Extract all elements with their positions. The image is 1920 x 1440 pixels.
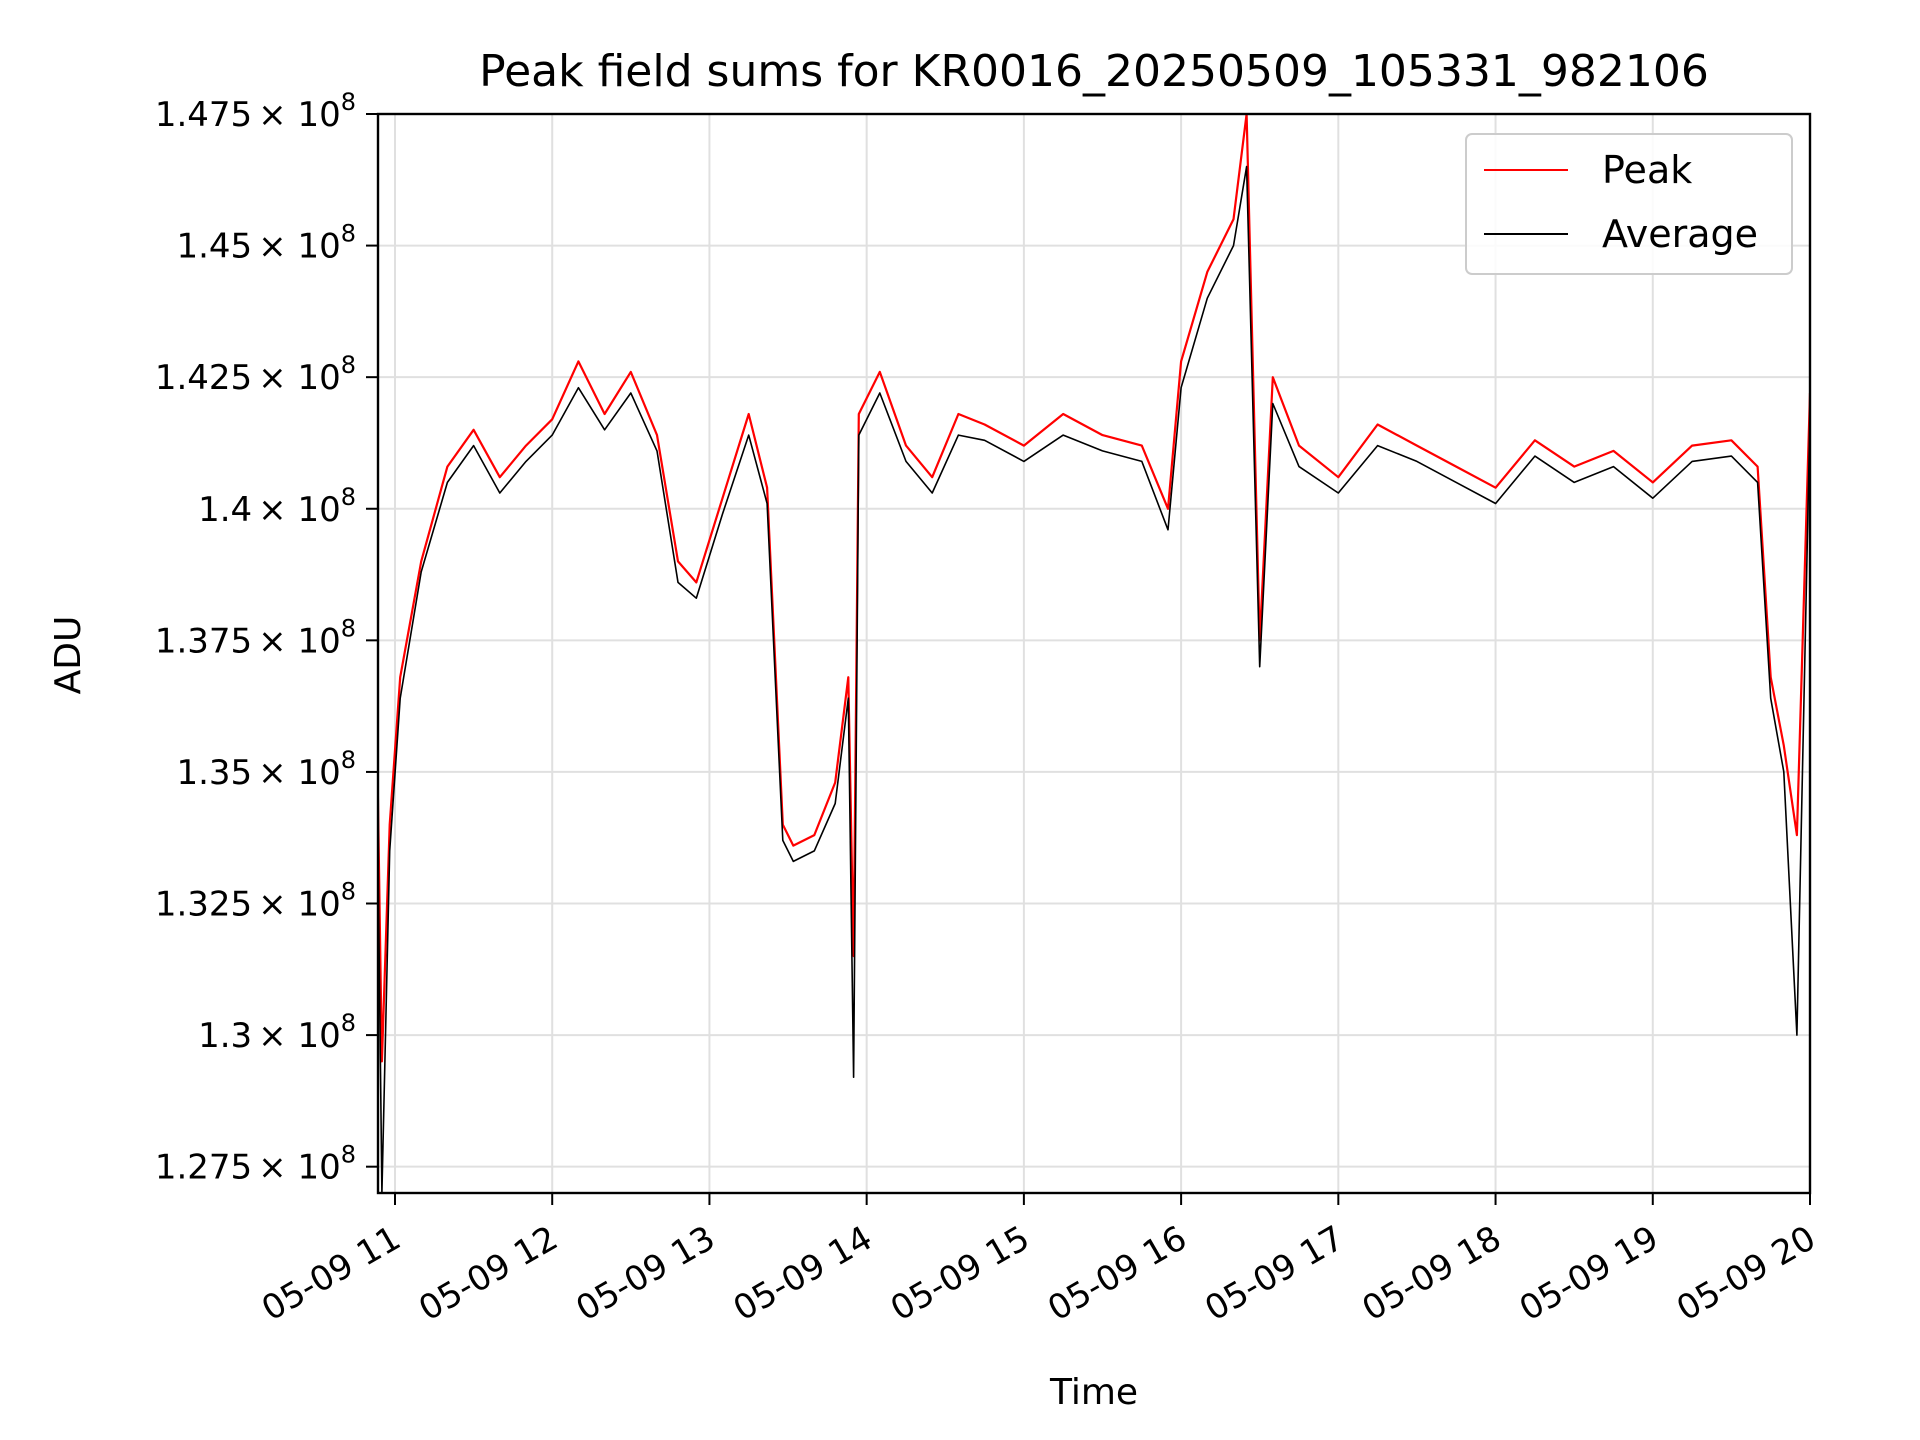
y-tick-mantissa: 1.35 (176, 753, 252, 793)
y-tick-mantissa: 1.475 (155, 95, 252, 135)
y-tick-mantissa: 1.275 (155, 1148, 252, 1188)
y-tick-mantissa: 1.375 (155, 621, 252, 661)
y-tick-exponent: 8 (341, 1009, 356, 1037)
x-axis-label: Time (1049, 1372, 1138, 1413)
y-tick-exponent: 8 (341, 220, 356, 248)
series-line-peak (378, 114, 1810, 1063)
chart-title: Peak field sums for KR0016_20250509_1053… (479, 46, 1709, 97)
series-layer (378, 114, 1810, 1193)
y-tick-multiplier: × 10 (258, 358, 341, 398)
y-tick-label: 1.475 × 108 (155, 88, 356, 135)
y-tick-exponent: 8 (341, 614, 356, 642)
y-tick-multiplier: × 10 (258, 95, 341, 135)
y-tick-multiplier: × 10 (258, 1016, 341, 1056)
y-tick-mantissa: 1.3 (198, 1016, 252, 1056)
y-tick-label: 1.325 × 108 (155, 878, 356, 925)
y-tick-label: 1.375 × 108 (155, 614, 356, 661)
y-tick-multiplier: × 10 (258, 1148, 341, 1188)
series-line-average (378, 165, 1810, 1193)
y-tick-label: 1.45 × 108 (176, 220, 356, 267)
y-tick-multiplier: × 10 (258, 490, 341, 530)
legend: Peak Average (1465, 133, 1793, 275)
y-tick-label: 1.425 × 108 (155, 351, 356, 398)
y-tick-label: 1.275 × 108 (155, 1141, 356, 1188)
y-tick-multiplier: × 10 (258, 885, 341, 925)
y-tick-mantissa: 1.425 (155, 358, 252, 398)
y-tick-label: 1.35 × 108 (176, 746, 356, 793)
y-tick-label: 1.3 × 108 (198, 1009, 356, 1056)
y-tick-mantissa: 1.4 (198, 490, 252, 530)
y-tick-exponent: 8 (341, 483, 356, 511)
plot-frame (376, 112, 1812, 1195)
legend-label-peak: Peak (1602, 148, 1692, 192)
y-tick-mantissa: 1.325 (155, 885, 252, 925)
y-tick-label: 1.4 × 108 (198, 483, 356, 530)
y-tick-exponent: 8 (341, 1141, 356, 1169)
legend-label-average: Average (1602, 212, 1758, 256)
y-tick-exponent: 8 (341, 88, 356, 116)
y-tick-multiplier: × 10 (258, 227, 341, 267)
y-tick-mantissa: 1.45 (176, 227, 252, 267)
y-tick-multiplier: × 10 (258, 621, 341, 661)
y-tick-exponent: 8 (341, 878, 356, 906)
y-tick-multiplier: × 10 (258, 753, 341, 793)
y-axis-label: ADU (48, 616, 89, 695)
y-tick-exponent: 8 (341, 351, 356, 379)
y-tick-exponent: 8 (341, 746, 356, 774)
